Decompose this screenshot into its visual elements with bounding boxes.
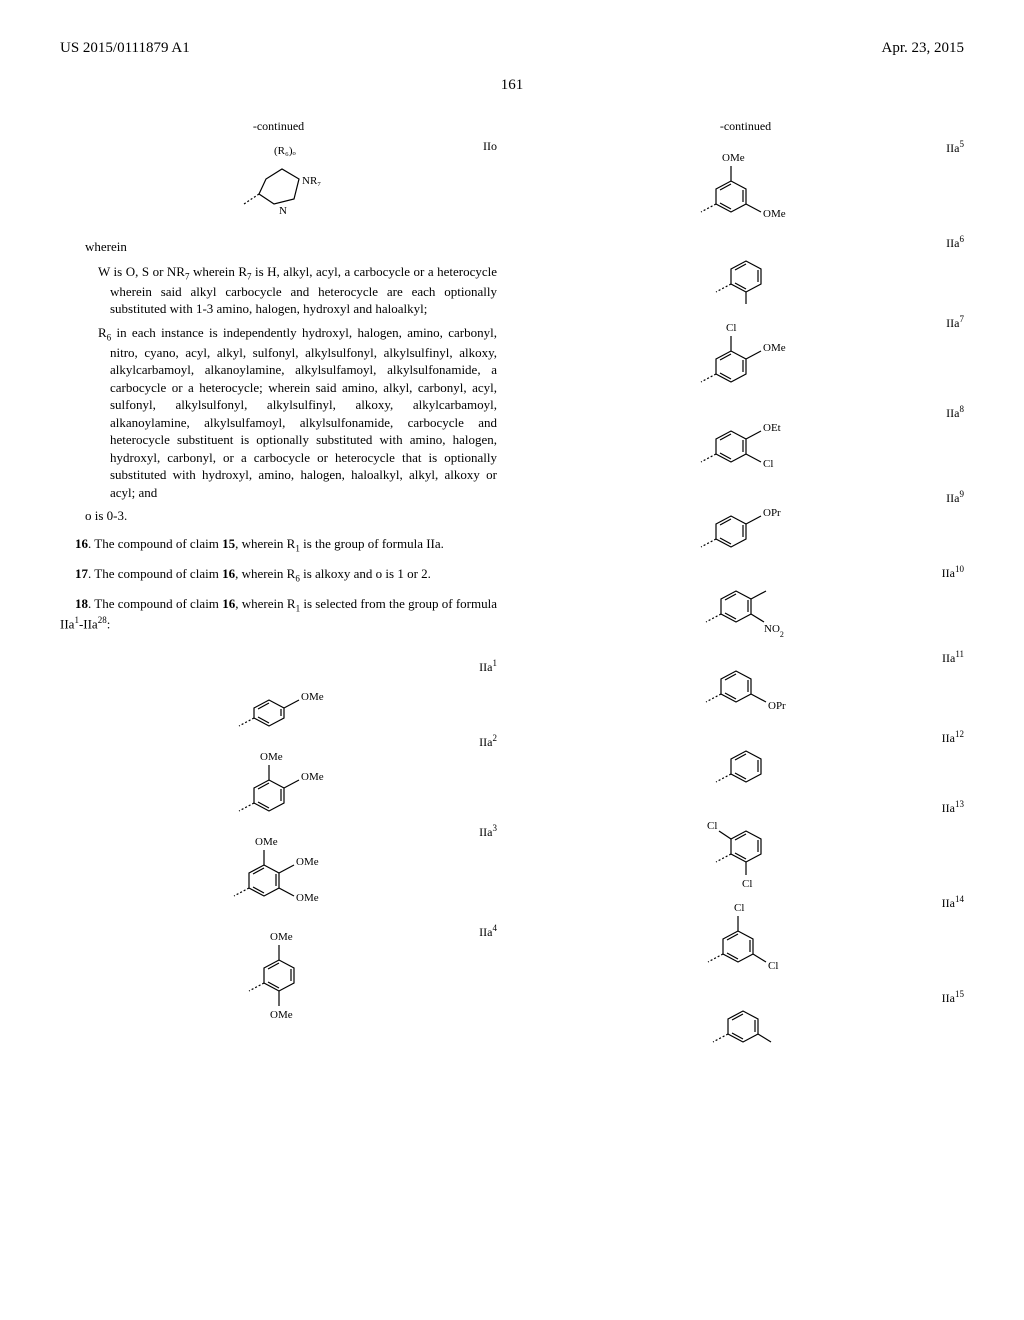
chem-IIa11: OPr [686,649,806,724]
para-o: o is 0-3. [85,507,497,525]
left-column: -continued IIo (R₆)ₒ NR₇ N wherein W is … [60,119,497,1064]
label-IIa5: IIa5 [946,139,964,156]
svg-text:OPr: OPr [768,700,786,712]
claim-18: 18. The compound of claim 16, wherein R1… [60,595,497,634]
para-R6: R6 in each instance is independently hyd… [85,324,497,502]
svg-text:Cl: Cl [734,902,744,914]
structure-IIa13: IIa13 Cl Cl [527,799,964,889]
chem-IIa9: OPr [681,489,811,559]
label-IIa11: IIa11 [942,649,964,666]
page-header: US 2015/0111879 A1 Apr. 23, 2015 [60,40,964,57]
continued-label-right: -continued [527,119,964,134]
label-IIa3: IIa3 [479,823,497,840]
svg-text:OMe: OMe [763,208,786,220]
svg-text:OMe: OMe [270,1009,293,1021]
structure-IIo: IIo (R₆)ₒ NR₇ N [60,139,497,224]
svg-text:OEt: OEt [763,422,781,434]
svg-text:OMe: OMe [763,342,786,354]
doc-date: Apr. 23, 2015 [882,40,965,57]
svg-text:OMe: OMe [270,931,293,943]
chem-IIa3: OMe OMe OMe [209,823,349,918]
chem-IIa4: OMe OMe [224,923,334,1023]
svg-text:Cl: Cl [707,820,717,832]
chem-IIa5: OMe OMe [681,139,811,229]
structure-IIa2: IIa2 OMe OMe [60,733,497,818]
label-IIa10: IIa10 [942,564,964,581]
label-IIa6: IIa6 [946,234,964,251]
label-IIa1: IIa1 [479,658,497,675]
svg-text:Cl: Cl [742,878,752,889]
structure-IIa11: IIa11 OPr [527,649,964,724]
chem-IIa6 [696,234,796,309]
structure-IIa5: IIa5 OMe OMe [527,139,964,229]
label-IIa9: IIa9 [946,489,964,506]
structure-IIa4: IIa4 OMe OMe [60,923,497,1023]
claim-16: 16. The compound of claim 15, wherein R1… [60,535,497,555]
structure-IIa9: IIa9 OPr [527,489,964,559]
chem-IIa2: OMe OMe [214,733,344,818]
structure-IIa10: IIa10 NO2 [527,564,964,644]
structure-IIa12: IIa12 [527,729,964,794]
svg-text:Cl: Cl [726,322,736,334]
doc-number: US 2015/0111879 A1 [60,40,190,57]
content-area: -continued IIo (R₆)ₒ NR₇ N wherein W is … [60,119,964,1064]
svg-text:Cl: Cl [763,458,773,470]
label-IIa14: IIa14 [942,894,964,911]
svg-text:NR₇: NR₇ [302,175,321,187]
wherein-label: wherein [85,239,497,255]
page-number: 161 [60,77,964,94]
svg-text:OMe: OMe [255,836,278,848]
structure-IIa8: IIa8 OEt Cl [527,404,964,484]
chem-IIa8: OEt Cl [681,404,811,484]
chem-IIa14: Cl Cl [688,894,803,984]
chem-structure-IIo: (R₆)ₒ NR₇ N [224,139,334,224]
svg-text:OMe: OMe [260,751,283,763]
chem-IIa10: NO2 [686,564,806,644]
label-IIo: IIo [483,139,497,154]
chem-IIa15 [693,989,798,1059]
structure-IIa14: IIa14 Cl Cl [527,894,964,984]
structure-IIa15: IIa15 [527,989,964,1059]
svg-text:OPr: OPr [763,507,781,519]
structure-IIa3: IIa3 OMe OMe OMe [60,823,497,918]
label-IIa13: IIa13 [942,799,964,816]
chem-IIa1: OMe [214,658,344,728]
structure-IIa6: IIa6 [527,234,964,309]
svg-text:OMe: OMe [296,892,319,904]
chem-IIa13: Cl Cl [691,799,801,889]
continued-label-left: -continued [60,119,497,134]
label-IIa7: IIa7 [946,314,964,331]
svg-text:(R₆)ₒ: (R₆)ₒ [274,145,296,157]
structure-IIa7: IIa7 Cl OMe [527,314,964,399]
label-IIa2: IIa2 [479,733,497,750]
label-IIa15: IIa15 [942,989,964,1006]
svg-text:N: N [279,205,287,217]
chem-IIa7: Cl OMe [681,314,811,399]
label-IIa4: IIa4 [479,923,497,940]
claim-17: 17. The compound of claim 16, wherein R6… [60,565,497,585]
para-W: W is O, S or NR7 wherein R7 is H, alkyl,… [85,263,497,318]
label-IIa8: IIa8 [946,404,964,421]
svg-text:OMe: OMe [301,771,324,783]
svg-text:OMe: OMe [301,691,324,703]
label-IIa12: IIa12 [942,729,964,746]
chem-IIa12 [696,729,796,794]
svg-text:OMe: OMe [296,856,319,868]
structure-IIa1: IIa1 OMe [60,658,497,728]
right-column: -continued IIa5 OMe OMe IIa6 [527,119,964,1064]
svg-text:NO2: NO2 [764,623,784,639]
svg-text:OMe: OMe [722,152,745,164]
svg-text:Cl: Cl [768,960,778,972]
